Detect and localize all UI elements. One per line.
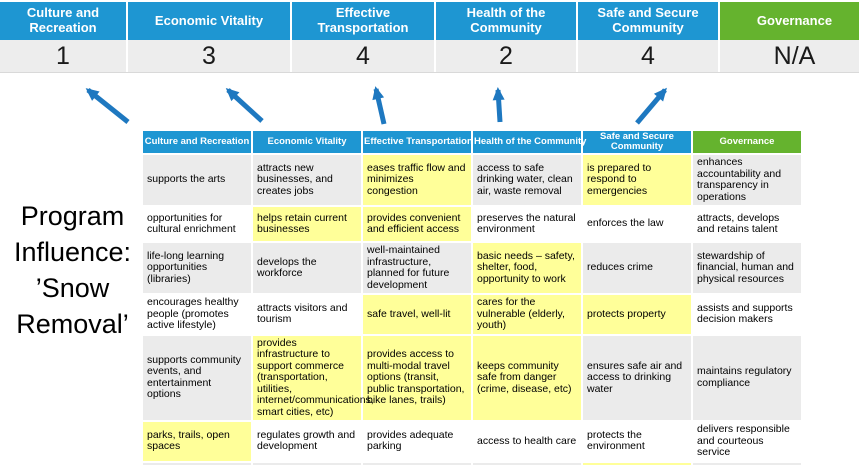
matrix-cell: eases traffic flow and minimizes congest… xyxy=(363,155,471,205)
influence-arrows xyxy=(85,86,667,125)
matrix-cell: assists and supports decision makers xyxy=(693,295,801,334)
matrix-row-7: vibrant downtownwalkable communityaccess… xyxy=(143,462,801,465)
summary-score-economic-vitality: 3 xyxy=(128,40,290,72)
matrix-header-health-of-the-community: Health of the Community xyxy=(473,131,586,153)
matrix-row-5: supports community events, and entertain… xyxy=(143,335,801,420)
matrix-cell: develops the workforce xyxy=(253,243,361,293)
matrix-row-2: opportunities for cultural enrichment hel… xyxy=(143,207,801,241)
matrix-header-economic-vitality: Economic Vitality xyxy=(253,131,361,153)
matrix-cell: cares for the vulnerable (elderly, youth… xyxy=(473,295,581,334)
matrix-cell: attracts visitors and tourism xyxy=(253,295,361,334)
matrix-cell: attracts, develops and retains talent xyxy=(693,207,801,241)
influence-matrix: Culture and Recreation Economic Vitality E… xyxy=(141,129,803,465)
summary-header-culture-and-recreation: Culture and Recreation xyxy=(0,2,126,40)
arrow-transport xyxy=(372,86,387,125)
matrix-cell: access to health care xyxy=(473,422,581,461)
matrix-cell: delivers responsible and courteous servi… xyxy=(693,422,801,461)
matrix-cell: protects the environment xyxy=(583,422,691,461)
summary-score-safe-and-secure-community: 4 xyxy=(578,40,719,72)
summary-header-effective-transportation: Effective Transportation xyxy=(292,2,434,40)
matrix-cell: provides convenient and efficient access xyxy=(363,207,471,241)
matrix-cell-empty xyxy=(143,462,251,465)
matrix-cell: safe travel, well-lit xyxy=(363,295,471,334)
matrix-cell: regulates growth and development xyxy=(253,422,361,461)
summary-header-economic-vitality: Economic Vitality xyxy=(128,2,290,40)
matrix-cell: parks, trails, open spaces xyxy=(143,422,251,461)
matrix-header-governance: Governance xyxy=(693,131,801,153)
matrix-header-culture-and-recreation: Culture and Recreation xyxy=(143,131,251,153)
matrix-body: supports the arts attracts new businesses… xyxy=(143,155,801,465)
matrix-cell: vibrant downtown xyxy=(253,462,361,465)
summary-header-governance: Governance xyxy=(720,2,859,40)
summary-score-culture-and-recreation: 1 xyxy=(0,40,126,72)
matrix-cell: access to safe drinking water, clean air… xyxy=(473,155,581,205)
summary-block: Culture and Recreation Economic Vitality E… xyxy=(0,2,859,73)
matrix-cell: preserves the natural environment xyxy=(473,207,581,241)
matrix-cell: provides adequate parking xyxy=(363,422,471,461)
matrix-cell: reduces crime xyxy=(583,243,691,293)
matrix-cell: provides access to multi-modal travel op… xyxy=(363,335,471,420)
matrix-cell: walkable community xyxy=(363,462,471,465)
matrix-cell: provides safe travel and mobility xyxy=(583,462,691,465)
matrix-cell: provides infrastructure to support comme… xyxy=(253,335,374,420)
matrix-cell: life-long learning opportunities (librar… xyxy=(143,243,251,293)
matrix-row-3: life-long learning opportunities (librar… xyxy=(143,243,801,293)
matrix-cell: supports community events, and entertain… xyxy=(143,335,251,420)
matrix-cell: attracts new businesses, and creates job… xyxy=(253,155,361,205)
matrix-cell: keeps community safe from danger (crime,… xyxy=(473,335,581,420)
matrix-row-6: parks, trails, open spaces regulates grow… xyxy=(143,422,801,461)
summary-header-row: Culture and Recreation Economic Vitality E… xyxy=(0,2,859,40)
matrix-cell: enhances accountability and transparency… xyxy=(693,462,801,465)
summary-header-safe-and-secure-community: Safe and Secure Community xyxy=(578,2,719,40)
summary-header-health-of-the-community: Health of the Community xyxy=(435,2,576,40)
matrix-cell: enhances accountability and transparency… xyxy=(693,155,801,205)
matrix-cell: encourages healthy people (promotes acti… xyxy=(143,295,251,334)
matrix-cell: basic needs – safety, shelter, food, opp… xyxy=(473,243,581,293)
matrix-cell: stewardship of financial, human and phys… xyxy=(693,243,801,293)
program-title: Program Influence: ’Snow Removal’ xyxy=(13,201,132,339)
matrix-header-row: Culture and Recreation Economic Vitality E… xyxy=(143,131,801,153)
matrix-cell: access to safe drinking water, clean air… xyxy=(473,462,581,465)
matrix-row-1: supports the arts attracts new businesses… xyxy=(143,155,801,205)
summary-score-row: 1 3 4 2 4 N/A xyxy=(0,40,859,73)
matrix-header-safe-and-secure-community: Safe and Secure Community xyxy=(583,131,691,153)
matrix-cell: opportunities for cultural enrichment xyxy=(143,207,251,241)
matrix-cell: maintains regulatory compliance xyxy=(693,335,801,420)
matrix-cell: ensures safe air and access to drinking … xyxy=(583,335,691,420)
matrix-cell: enforces the law xyxy=(583,207,691,241)
arrow-safe xyxy=(635,87,667,125)
matrix-cell: is prepared to respond to emergencies xyxy=(583,155,691,205)
matrix-cell: supports the arts xyxy=(143,155,251,205)
summary-score-health-of-the-community: 2 xyxy=(435,40,576,72)
matrix-cell: well-maintained infrastructure, planned … xyxy=(363,243,471,293)
matrix-cell: helps retain current businesses xyxy=(253,207,361,241)
matrix-cell: protects property xyxy=(583,295,691,334)
arrow-health xyxy=(492,87,505,123)
arrow-economic xyxy=(225,87,264,123)
matrix-row-4: encourages healthy people (promotes acti… xyxy=(143,295,801,334)
arrow-culture xyxy=(85,88,130,124)
summary-score-governance: N/A xyxy=(720,40,859,72)
matrix-header-effective-transportation: Effective Transportation xyxy=(363,131,473,153)
summary-score-effective-transportation: 4 xyxy=(292,40,434,72)
